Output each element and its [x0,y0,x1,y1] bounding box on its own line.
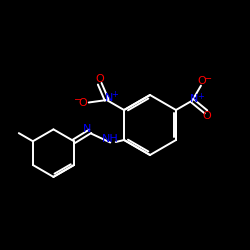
Text: −: − [204,74,212,84]
Text: −: − [74,95,82,105]
Text: N: N [190,94,198,104]
Text: O: O [95,74,104,84]
Text: N: N [83,124,91,134]
Text: O: O [198,76,206,86]
Text: N: N [104,93,113,103]
Text: O: O [79,98,88,108]
Text: NH: NH [102,134,119,144]
Text: +: + [197,92,204,101]
Text: O: O [203,112,211,122]
Text: +: + [111,90,118,99]
